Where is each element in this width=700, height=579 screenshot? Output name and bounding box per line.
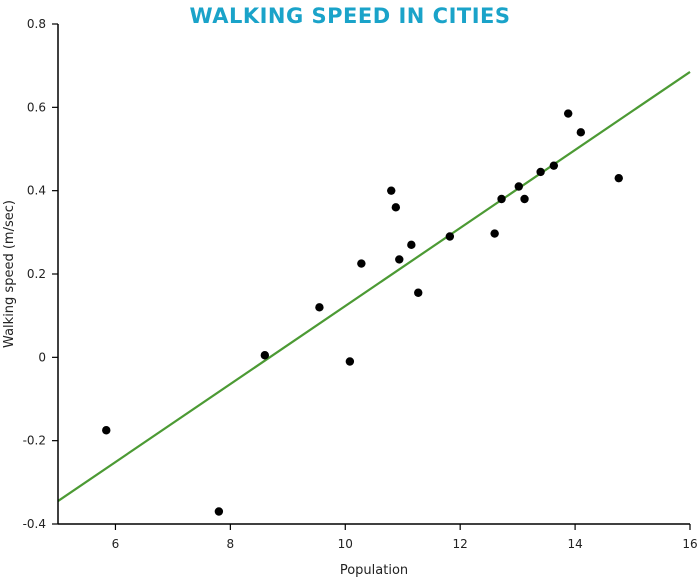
data-point [563, 109, 573, 118]
y-tick-label: -0.2 [23, 434, 46, 448]
data-point [407, 240, 416, 250]
data-point [387, 186, 396, 195]
data-point [345, 357, 355, 366]
x-tick-label: 6 [112, 537, 120, 551]
x-tick-label: 8 [227, 537, 235, 551]
chart-title: WALKING SPEED IN CITIES [189, 4, 511, 28]
data-point [497, 194, 506, 204]
data-point [395, 255, 404, 264]
data-point [520, 194, 529, 204]
data-point [260, 351, 270, 360]
data-point [549, 161, 559, 170]
trend-line [57, 71, 691, 502]
x-tick-label: 10 [338, 537, 353, 551]
data-point [536, 167, 545, 177]
data-point [214, 507, 224, 516]
data-point [391, 203, 401, 212]
y-axis-ticks: -0.4 -0.2 0 0.2 0.4 0.6 0.8 [23, 17, 58, 531]
x-axis-label: Population [340, 563, 408, 578]
data-points [102, 109, 623, 516]
x-axis-ticks: 6 8 10 12 14 16 [112, 524, 698, 551]
data-point [357, 259, 366, 268]
x-tick-label: 12 [453, 537, 468, 551]
y-tick-label: 0.6 [27, 100, 46, 114]
data-point [614, 173, 623, 183]
y-axis-label: Walking speed (m/sec) [2, 200, 17, 348]
y-tick-label: 0.4 [27, 184, 46, 198]
data-point [414, 288, 423, 297]
x-tick-label: 16 [682, 537, 697, 551]
data-point [576, 128, 586, 137]
data-point [490, 229, 499, 238]
y-tick-label: -0.4 [23, 517, 46, 531]
data-point [445, 232, 455, 241]
trend-line-layer [57, 71, 691, 502]
data-point [514, 182, 523, 191]
y-tick-label: 0.8 [27, 17, 46, 31]
data-point [102, 426, 111, 435]
x-tick-label: 14 [567, 537, 582, 551]
y-tick-label: 0 [38, 350, 46, 364]
data-point [315, 303, 324, 312]
y-tick-label: 0.2 [27, 267, 46, 281]
